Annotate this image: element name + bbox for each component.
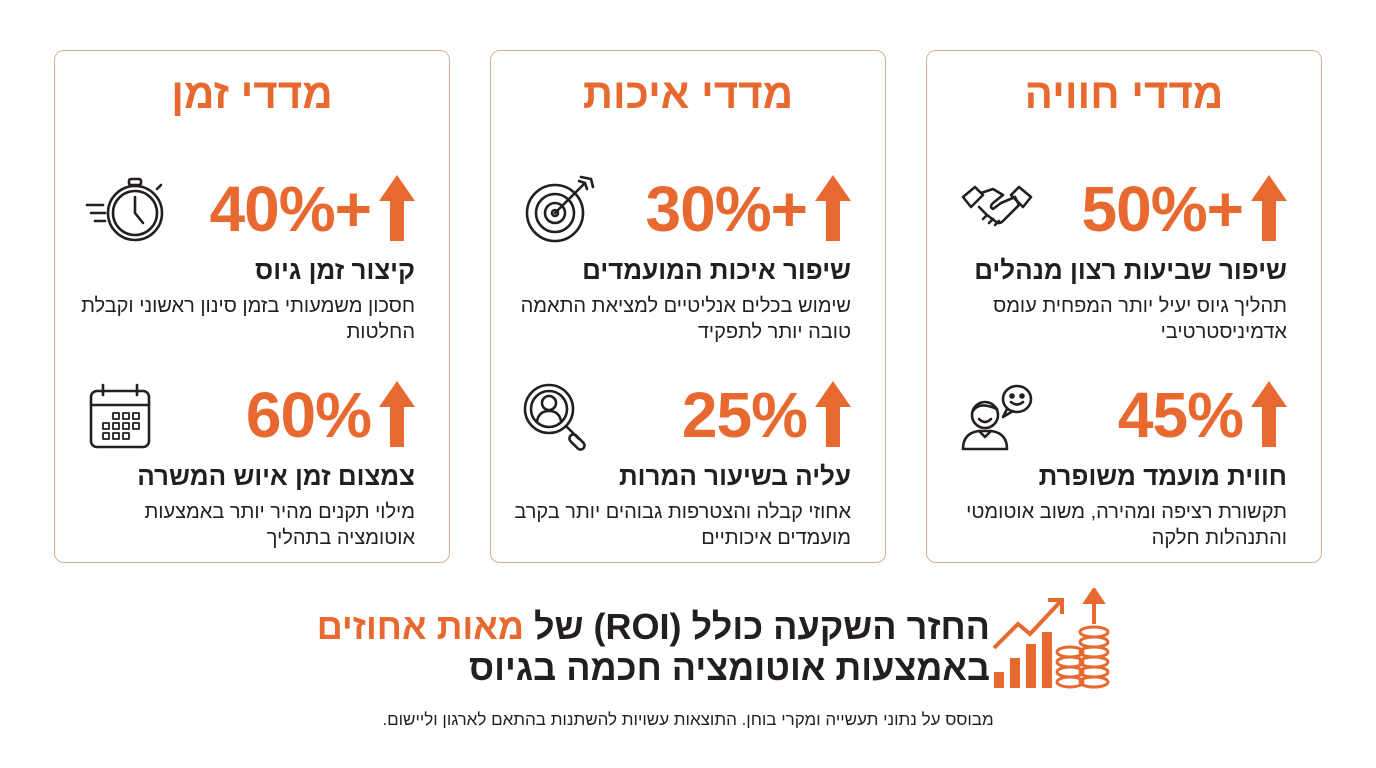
arrow-up-icon [815, 381, 851, 447]
metric-value: 60% [245, 379, 372, 451]
metric-value: 40%+ [209, 173, 372, 245]
metric-value: 25% [681, 379, 808, 451]
smiling-person-chat-icon [961, 384, 1033, 451]
metric-heading: שיפור שביעות רצון מנהלים [974, 255, 1287, 285]
metric-value: 50%+ [1081, 173, 1244, 245]
arrow-up-icon [815, 175, 851, 241]
metric-heading: עליה בשיעור המרות [618, 461, 851, 491]
roi-line2: באמצעות אוטומציה חכמה בגיוס [469, 647, 990, 688]
roi-line1-start: החזר השקעה כולל (ROI) של [523, 606, 990, 647]
metric-value: 30%+ [645, 173, 808, 245]
arrow-up-icon [1251, 175, 1287, 241]
stopwatch-icon [85, 177, 164, 242]
metric-description: שימוש בכלים אנליטיים למציאת התאמה טובה י… [520, 295, 851, 343]
metric-description: תקשורת רציפה ומהירה, משוב אוטומטי והתנהל… [966, 501, 1287, 549]
growth-chart-coins-icon [992, 588, 1110, 689]
roi-highlight: מאות אחוזים [316, 606, 524, 647]
arrow-up-icon [379, 381, 415, 447]
metric-heading: קיצור זמן גיוס [255, 255, 415, 285]
roi-headline: החזר השקעה כולל (ROI) של מאות אחוזים באמ… [250, 606, 990, 688]
metric-description: תהליך גיוס יעיל יותר המפחית עומס אדמיניס… [993, 295, 1287, 343]
metric-value: 45% [1117, 379, 1244, 451]
metric-description: אחוזי קבלה והצטרפות גבוהים יותר בקרב מוע… [514, 501, 851, 549]
metric-heading: חווית מועמד משופרת [1038, 461, 1287, 491]
metric-heading: שיפור איכות המועמדים [582, 255, 851, 285]
arrow-up-icon [1251, 381, 1287, 447]
metric-description: חסכון משמעותי בזמן סינון ראשוני וקבלת הח… [81, 295, 415, 343]
calendar-icon [89, 383, 151, 449]
metric-card: מדדי זמן 40%+ קיצור זמן גיוס חסכון משמעותי … [54, 50, 450, 563]
metric-description: מילוי תקנים מהיר יותר באמצעות אוטומציה ב… [144, 501, 415, 549]
metric-card: מדדי חוויה 50%+ שיפור שביעות רצון מנהלים תה… [926, 50, 1322, 563]
card-title: מדדי איכות [582, 70, 794, 117]
metric-heading: צמצום זמן איוש המשרה [137, 461, 415, 491]
target-icon [525, 175, 595, 243]
arrow-up-icon [379, 175, 415, 241]
footnote: מבוסס על נתוני תעשייה ומקרי בוחן. התוצאו… [382, 710, 994, 729]
candidate-search-icon [523, 383, 586, 451]
handshake-icon [961, 185, 1033, 227]
card-title: מדדי זמן [171, 70, 333, 117]
metric-card: מדדי איכות 30%+ שיפור איכות המועמדים שימוש … [490, 50, 886, 563]
card-title: מדדי חוויה [1024, 70, 1224, 117]
